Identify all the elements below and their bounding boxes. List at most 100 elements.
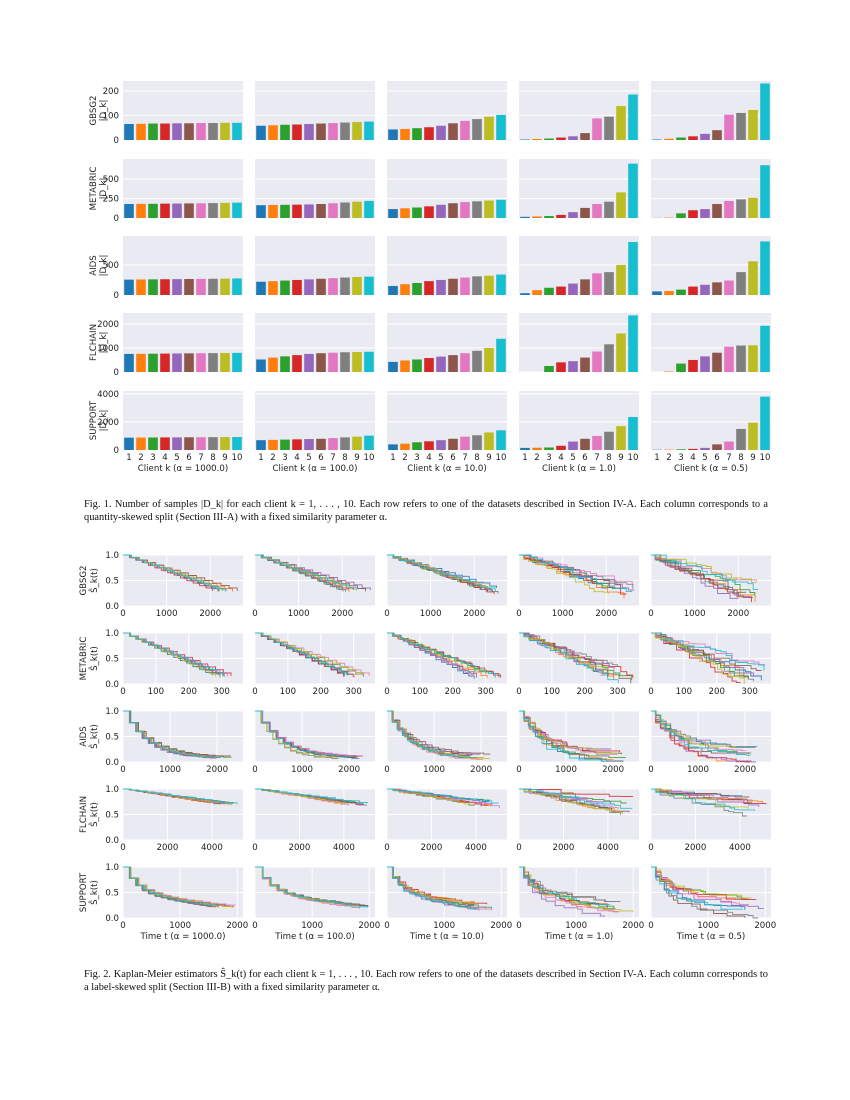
bar xyxy=(460,436,470,450)
x-tick-label: 5 xyxy=(702,453,707,463)
km-curve xyxy=(519,866,615,908)
km-curve xyxy=(519,554,618,589)
bar xyxy=(136,437,146,450)
x-tick-label: 8 xyxy=(342,453,347,463)
x-axis-label: Client k (α = 0.5) xyxy=(674,464,748,474)
x-tick-label: 0 xyxy=(516,765,521,775)
y-tick-label: 0 xyxy=(114,446,119,456)
bar xyxy=(496,274,506,295)
bar xyxy=(460,277,470,295)
bar xyxy=(172,279,182,295)
x-tick-label: 0 xyxy=(252,765,257,775)
bar xyxy=(172,203,182,218)
bar xyxy=(604,431,614,450)
bar xyxy=(292,355,302,372)
bar xyxy=(484,275,494,295)
bar xyxy=(544,287,554,295)
x-tick-label: 200 xyxy=(313,687,329,697)
y-tick-label: 1.0 xyxy=(105,629,119,639)
x-tick-label: 1000 xyxy=(301,921,323,931)
x-tick-label: 0 xyxy=(648,765,653,775)
bar xyxy=(712,130,722,140)
bar xyxy=(208,203,218,218)
x-tick-label: 1 xyxy=(390,453,395,463)
bar xyxy=(436,356,446,372)
x-tick-label: 0 xyxy=(516,609,521,619)
x-tick-label: 6 xyxy=(714,453,719,463)
x-tick-label: 1 xyxy=(654,453,659,463)
x-tick-label: 0 xyxy=(648,687,653,697)
bar xyxy=(400,443,410,450)
row-label-aids: AIDS xyxy=(79,726,89,747)
bar xyxy=(388,285,398,295)
bar xyxy=(160,279,170,295)
y-tick-label: 2000 xyxy=(97,320,119,330)
bar xyxy=(352,201,362,218)
x-tick-label: 2000 xyxy=(754,921,776,931)
bar xyxy=(580,279,590,295)
bar xyxy=(712,444,722,450)
bar xyxy=(532,139,542,140)
km-curve xyxy=(519,554,627,589)
bar xyxy=(364,121,374,140)
x-tick-label: 7 xyxy=(726,453,731,463)
bar xyxy=(616,192,626,218)
bar xyxy=(652,291,662,295)
y-tick-label: 0.5 xyxy=(105,577,119,587)
bar xyxy=(520,447,530,450)
bar xyxy=(760,325,770,372)
x-tick-label: 8 xyxy=(738,453,743,463)
bar xyxy=(496,114,506,140)
bar xyxy=(124,437,134,450)
km-curve xyxy=(651,554,757,583)
km-curve xyxy=(519,788,627,804)
x-tick-label: 4000 xyxy=(465,843,487,853)
x-tick-label: 7 xyxy=(330,453,335,463)
bar xyxy=(388,129,398,140)
bar xyxy=(316,353,326,372)
bar xyxy=(388,209,398,218)
km-curve xyxy=(519,866,621,902)
x-tick-label: 2000 xyxy=(622,921,644,931)
x-tick-label: 0 xyxy=(384,687,389,697)
bar xyxy=(544,447,554,450)
x-tick-label: 10 xyxy=(232,453,243,463)
km-curve xyxy=(387,788,499,804)
bar xyxy=(544,216,554,218)
x-tick-label: 6 xyxy=(318,453,323,463)
bar xyxy=(544,365,554,372)
km-curve xyxy=(387,866,487,909)
x-tick-label: 0 xyxy=(648,843,653,853)
y-axis-label: |D_k| xyxy=(99,332,109,354)
bar xyxy=(484,116,494,140)
x-tick-label: 4 xyxy=(162,453,167,463)
x-tick-label: 4 xyxy=(690,453,695,463)
bar xyxy=(328,352,338,372)
x-tick-label: 2000 xyxy=(734,765,756,775)
bar xyxy=(628,242,638,295)
x-tick-label: 0 xyxy=(120,921,125,931)
bar xyxy=(448,438,458,450)
bar xyxy=(532,290,542,295)
bar xyxy=(616,264,626,295)
bar xyxy=(136,123,146,140)
x-tick-label: 200 xyxy=(181,687,197,697)
x-tick-label: 100 xyxy=(544,687,560,697)
x-tick-label: 3 xyxy=(282,453,287,463)
x-tick-label: 100 xyxy=(412,687,428,697)
x-axis-label: Time t (α = 1000.0) xyxy=(140,932,226,942)
y-axis-label: |D_k| xyxy=(99,255,109,277)
x-tick-label: 0 xyxy=(120,687,125,697)
km-curve xyxy=(387,710,471,758)
x-tick-label: 9 xyxy=(354,453,359,463)
bar xyxy=(604,116,614,140)
bar xyxy=(280,124,290,140)
bar xyxy=(436,440,446,450)
y-tick-label: 0.0 xyxy=(105,758,119,768)
x-tick-label: 4000 xyxy=(201,843,223,853)
y-axis-label: Ŝ_k(t) xyxy=(88,880,100,905)
bar xyxy=(436,279,446,295)
y-axis-label: Ŝ_k(t) xyxy=(88,724,100,749)
bar xyxy=(220,352,230,372)
x-tick-label: 0 xyxy=(120,843,125,853)
